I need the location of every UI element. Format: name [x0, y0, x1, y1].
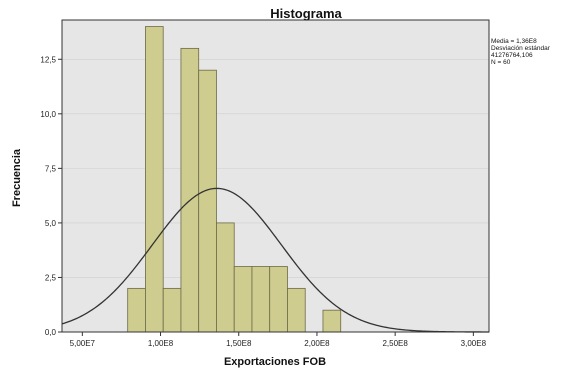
x-tick-label: 2,50E8 — [382, 339, 408, 348]
x-axis-label: Exportaciones FOB — [224, 356, 326, 368]
stats-sd-value: 41276764,106 — [491, 52, 533, 59]
stats-box: Media = 1,36E8 Desviación estándar 41276… — [491, 38, 551, 66]
chart-title: Histograma — [270, 6, 342, 21]
y-tick-label: 5,0 — [45, 219, 57, 228]
histogram-bar — [180, 47, 200, 333]
histogram-bar — [287, 287, 306, 333]
y-tick-label: 2,5 — [45, 273, 57, 282]
normal-curve — [61, 187, 489, 333]
histogram-bars — [127, 26, 342, 333]
histogram-bar — [322, 309, 342, 333]
stats-n: N = 60 — [491, 59, 511, 66]
y-tick-label: 10,0 — [40, 110, 56, 119]
stats-sd-label: Desviación estándar — [491, 45, 551, 52]
histogram-bar — [251, 266, 271, 333]
stats-mean: Media = 1,36E8 — [491, 38, 537, 45]
histogram-bar — [198, 69, 217, 333]
y-tick-label: 7,5 — [45, 164, 57, 173]
histogram-bar — [216, 222, 235, 333]
y-ticks: 0,0 2,5 5,0 7,5 10,0 12,5 — [40, 55, 62, 337]
y-tick-label: 12,5 — [40, 55, 56, 64]
histogram-bar — [269, 266, 288, 333]
x-tick-label: 1,50E8 — [226, 339, 252, 348]
histogram-bar — [233, 266, 253, 333]
y-axis-label: Frecuencia — [11, 148, 23, 207]
histogram-bar — [145, 26, 164, 333]
x-tick-label: 1,00E8 — [148, 339, 174, 348]
x-ticks: 5,00E7 1,00E8 1,50E8 2,00E8 2,50E8 3,00E8 — [70, 332, 487, 348]
plot-frame — [61, 19, 490, 333]
y-tick-label: 0,0 — [45, 328, 57, 337]
x-tick-label: 3,00E8 — [461, 339, 487, 348]
x-tick-label: 5,00E7 — [70, 339, 96, 348]
histogram-bar — [127, 287, 146, 333]
x-tick-label: 2,00E8 — [304, 339, 330, 348]
histogram-bar — [162, 287, 182, 333]
